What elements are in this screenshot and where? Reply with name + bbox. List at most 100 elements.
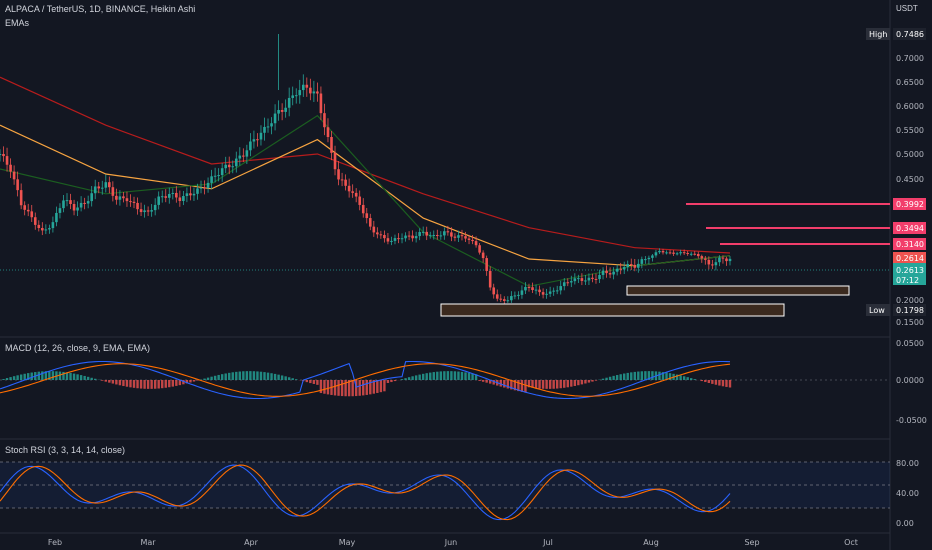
macd-histogram-bar	[44, 371, 48, 380]
stoch-tick-label: 80.00	[896, 459, 919, 468]
level-price-label-bg	[893, 222, 926, 234]
candle-body	[534, 289, 538, 291]
macd-histogram-bar	[728, 380, 732, 388]
macd-histogram-bar	[90, 377, 93, 380]
candle-body	[340, 179, 344, 181]
candle-body	[492, 287, 496, 295]
candle-body	[432, 235, 436, 237]
stoch-title[interactable]: Stoch RSI (3, 3, 14, 14, close)	[5, 445, 126, 455]
price-tick-label: 0.4500	[896, 175, 924, 184]
macd-histogram-bar	[185, 380, 189, 384]
candle-body	[397, 238, 400, 240]
macd-histogram-bar	[196, 380, 199, 381]
macd-histogram-bar	[65, 372, 69, 380]
candle-body	[37, 224, 41, 229]
macd-histogram-bar	[637, 371, 640, 380]
time-tick-label: Aug	[643, 538, 659, 547]
resistance-levels	[686, 203, 890, 245]
macd-histogram-bar	[474, 374, 478, 380]
candle-body	[136, 202, 139, 210]
macd-histogram-bar	[679, 375, 682, 380]
candle-body	[312, 91, 316, 94]
macd-histogram-bar	[210, 376, 213, 380]
macd-histogram-bar	[446, 371, 450, 380]
macd-histogram-bar	[563, 380, 566, 388]
candle-body	[714, 262, 718, 266]
support-zones	[440, 285, 850, 317]
macd-histogram-bar	[414, 375, 418, 380]
candle-body	[566, 282, 570, 284]
macd-histogram-bar	[605, 377, 608, 380]
macd-histogram-bar	[513, 380, 517, 391]
candle-body	[93, 186, 97, 194]
candle-body	[654, 252, 658, 256]
candle-body	[224, 164, 228, 169]
macd-histogram-bar	[280, 375, 284, 380]
macd-histogram-bar	[312, 380, 316, 384]
candle-body	[44, 229, 48, 231]
countdown-timer: 07:12	[896, 276, 919, 285]
candle-body	[711, 264, 714, 266]
macd-histogram-bar	[228, 372, 231, 380]
ema-indicator-label[interactable]: EMAs	[5, 18, 30, 28]
candle-body	[273, 113, 277, 124]
support-zone-lower	[440, 303, 785, 317]
candle-body	[661, 250, 665, 253]
macd-histogram-bar	[178, 380, 182, 386]
grid-lines	[0, 0, 891, 550]
candles	[0, 34, 732, 304]
candle-body	[633, 264, 637, 268]
macd-histogram-bar	[9, 377, 12, 380]
macd-histogram-bar	[594, 380, 598, 381]
candle-body	[316, 91, 319, 94]
macd-histogram-bar	[432, 372, 435, 380]
macd-histogram-bar	[492, 380, 495, 385]
stoch-k-line	[0, 464, 731, 521]
candle-body	[573, 278, 577, 282]
candle-body	[55, 212, 58, 223]
macd-histogram-bar	[711, 380, 714, 384]
macd-histogram-bar	[58, 371, 62, 380]
candle-body	[301, 84, 305, 91]
macd-title[interactable]: MACD (12, 26, close, 9, EMA, EMA)	[5, 343, 151, 353]
candle-body	[464, 236, 467, 239]
candle-body	[65, 200, 69, 202]
macd-histogram-bar	[704, 380, 707, 383]
macd-histogram-bar	[143, 380, 146, 389]
macd-histogram-bar	[714, 380, 718, 385]
candle-body	[696, 253, 700, 257]
candle-body	[5, 156, 9, 165]
macd-histogram-bar	[570, 380, 573, 387]
candle-body	[2, 154, 5, 157]
candle-body	[62, 200, 65, 209]
time-tick-label: Jun	[444, 538, 458, 547]
macd-histogram-bar	[407, 377, 411, 380]
candle-body	[467, 238, 471, 240]
macd-histogram-bar	[340, 380, 344, 397]
candle-body	[612, 271, 615, 275]
macd-histogram-bar	[404, 378, 407, 380]
macd-histogram-bar	[538, 380, 541, 389]
candle-body	[601, 270, 605, 275]
macd-histogram-bar	[168, 380, 171, 388]
candle-body	[252, 139, 256, 142]
macd-histogram-bar	[400, 379, 404, 380]
candle-body	[326, 127, 330, 137]
macd-histogram-bar	[347, 380, 351, 397]
candle-body	[150, 210, 153, 212]
macd-histogram-bar	[30, 372, 33, 380]
candle-body	[499, 298, 503, 300]
macd-histogram-bar	[439, 371, 443, 380]
candle-body	[439, 235, 443, 237]
price-tick-label: 0.6500	[896, 78, 924, 87]
candle-body	[0, 154, 2, 155]
macd-histogram-bar	[548, 380, 552, 389]
macd-histogram-bar	[108, 380, 111, 383]
candle-body	[192, 193, 196, 196]
macd-histogram-bar	[295, 379, 298, 380]
candle-body	[249, 141, 252, 151]
low-value-label: 0.1798	[896, 306, 924, 315]
candle-body	[58, 208, 62, 213]
candle-body	[435, 235, 439, 237]
